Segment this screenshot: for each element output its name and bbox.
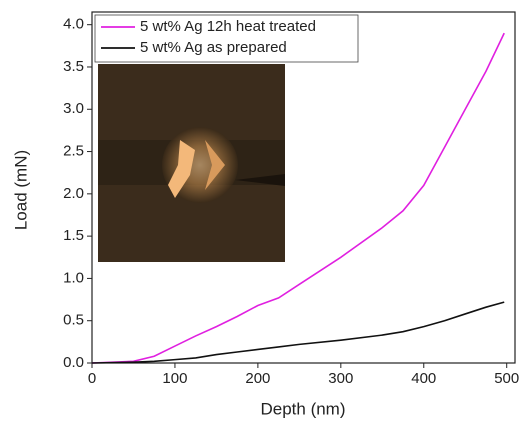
x-tick-label: 100 <box>162 370 187 387</box>
y-tick-label: 0.5 <box>63 312 84 329</box>
y-tick-label: 4.0 <box>63 16 84 33</box>
x-tick-label: 300 <box>328 370 353 387</box>
y-tick-label: 0.0 <box>63 354 84 371</box>
x-tick-label: 500 <box>494 370 519 387</box>
y-tick-label: 1.0 <box>63 269 84 286</box>
y-axis-label: Load (mN) <box>11 150 30 230</box>
legend-box <box>94 14 359 63</box>
data-line <box>91 32 505 364</box>
x-tick-label: 400 <box>411 370 436 387</box>
x-tick-label: 200 <box>245 370 270 387</box>
y-tick-label: 1.5 <box>63 227 84 244</box>
data-line <box>91 301 505 364</box>
x-axis-label: Depth (nm) <box>260 399 345 418</box>
x-tick-label: 0 <box>88 370 96 387</box>
y-tick-label: 3.0 <box>63 100 84 117</box>
y-tick-label: 2.5 <box>63 143 84 160</box>
y-tick-label: 2.0 <box>63 185 84 202</box>
legend-label: 5 wt% Ag 12h heat treated <box>140 18 316 35</box>
legend-label: 5 wt% Ag as prepared <box>140 39 287 56</box>
y-tick-label: 3.5 <box>63 58 84 75</box>
inset-image <box>98 64 285 262</box>
